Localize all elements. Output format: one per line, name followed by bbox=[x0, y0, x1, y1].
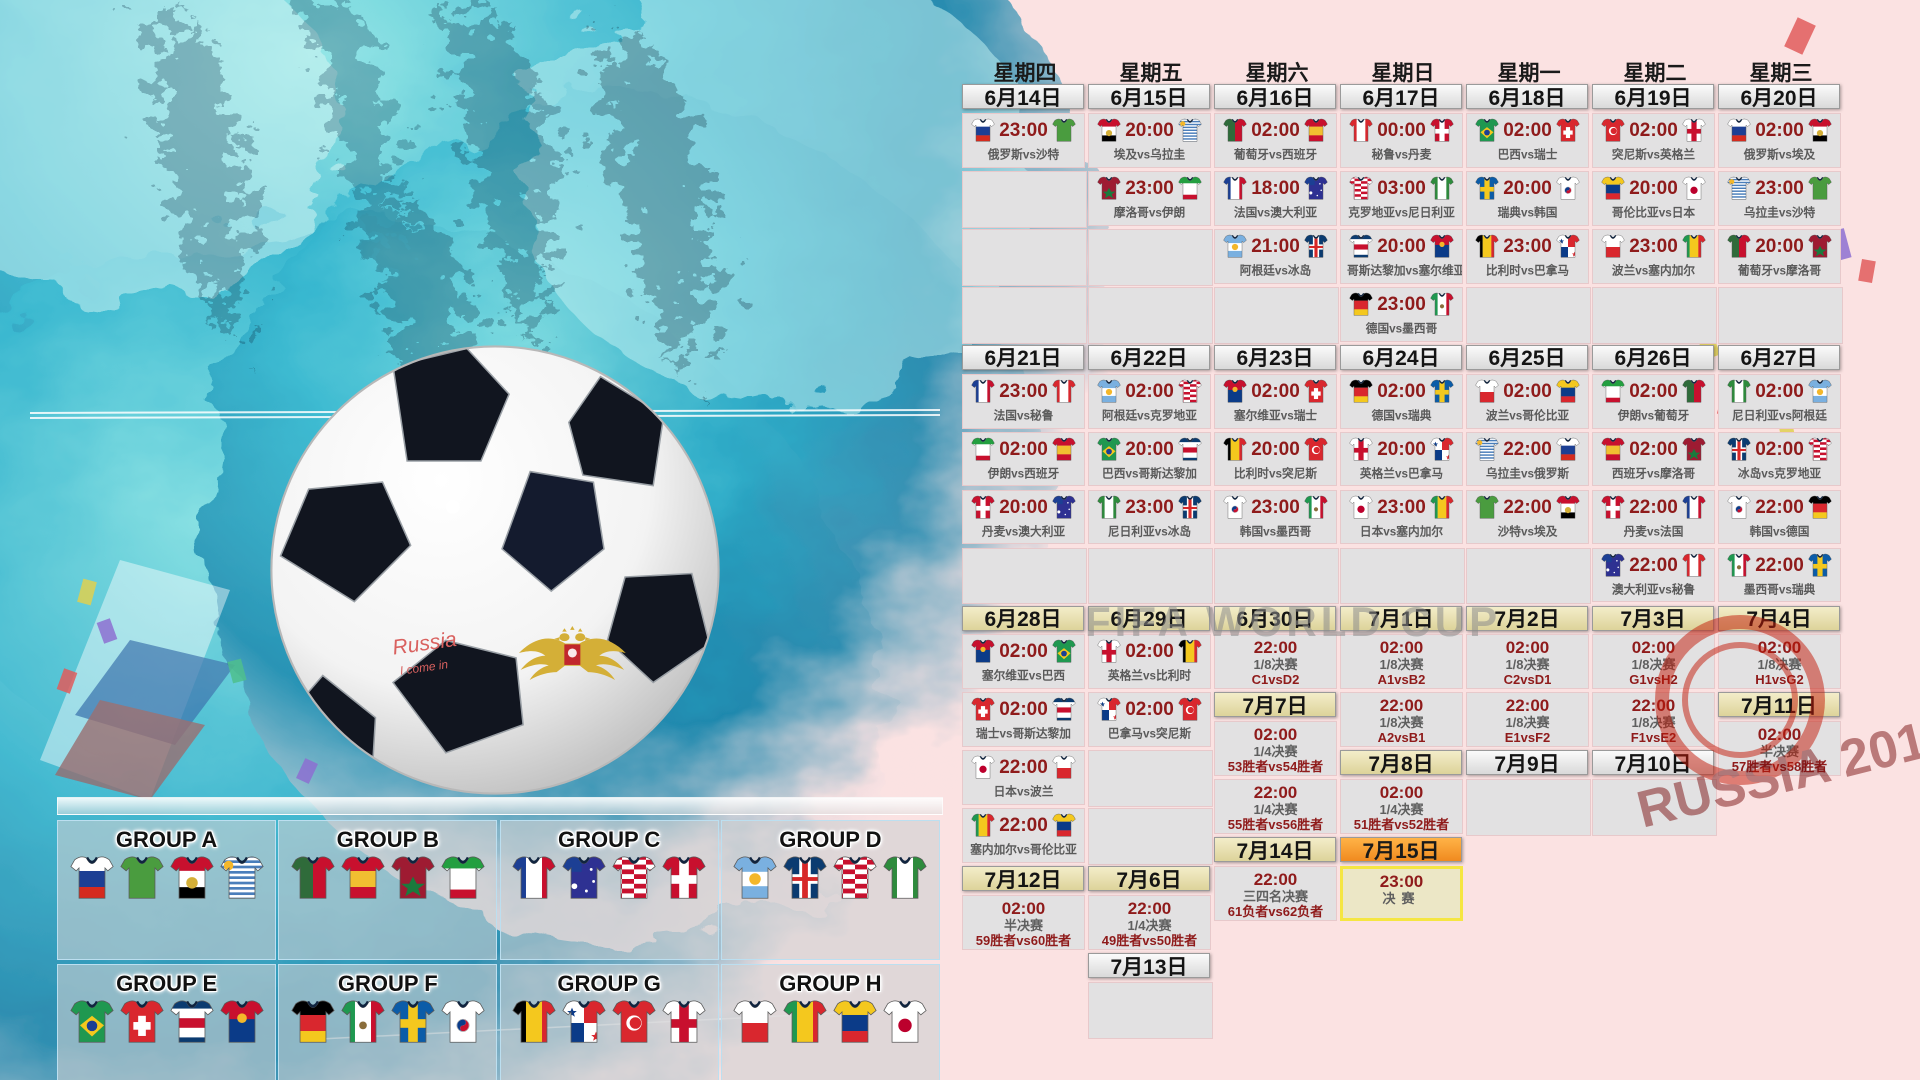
svg-text:RUSSIA 2018: RUSSIA 2018 bbox=[1631, 705, 1920, 830]
